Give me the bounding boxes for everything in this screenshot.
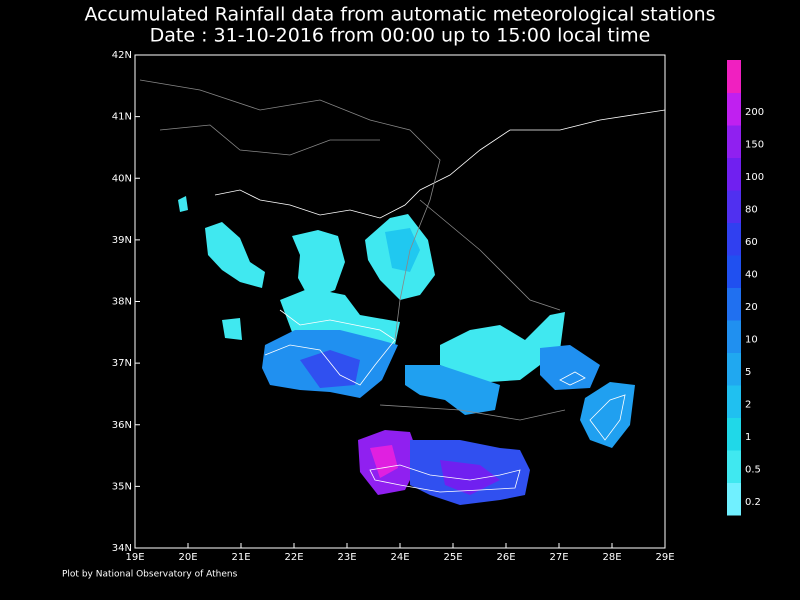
- rain-area: [178, 196, 188, 212]
- title: Accumulated Rainfall data from automatic…: [84, 4, 715, 26]
- colorbar-label: 20: [745, 302, 758, 313]
- color-swatch: [727, 92, 741, 126]
- rain-area: [580, 382, 635, 448]
- color-swatch: [727, 450, 741, 483]
- color-swatch: [727, 352, 741, 386]
- color-swatch: [727, 190, 741, 223]
- lat-label: 41N: [112, 112, 132, 123]
- boundary: [159, 124, 380, 156]
- lat-label: 36N: [112, 420, 132, 431]
- rain-area: [405, 365, 500, 415]
- colorbar-label: 60: [745, 237, 758, 248]
- color-swatch: [727, 417, 741, 451]
- rain-area: [370, 445, 398, 478]
- rain-area: [540, 345, 600, 390]
- colorbar-label: 40: [745, 270, 758, 281]
- lat-label: 34N: [112, 543, 132, 554]
- colorbar: 0.2 0.5 1 2 5 10 20 40 60 80 100 150 200: [727, 60, 764, 516]
- rain-area: [440, 460, 500, 495]
- colorbar-label: 150: [745, 140, 764, 151]
- subtitle: Date : 31-10-2016 from 00:00 up to 15:00…: [150, 25, 651, 47]
- coastline: [589, 394, 626, 441]
- lon-label: 24E: [390, 552, 409, 563]
- lon-label: 21E: [231, 552, 250, 563]
- lon-label: 27E: [549, 552, 568, 563]
- lon-label: 23E: [337, 552, 356, 563]
- coastline: [369, 464, 521, 493]
- colorbar-label: 200: [745, 107, 764, 118]
- lon-label: 20E: [178, 552, 197, 563]
- color-swatch: [727, 385, 741, 418]
- rain-area: [222, 318, 242, 340]
- lat-label: 37N: [112, 358, 132, 369]
- color-swatch: [727, 482, 741, 516]
- coastline: [214, 109, 666, 219]
- colorbar-label: 100: [745, 172, 764, 183]
- rain-area: [300, 350, 360, 388]
- lat-label: 39N: [112, 235, 132, 246]
- color-swatch: [727, 222, 741, 256]
- colorbar-label: 1: [745, 432, 751, 443]
- rain-area: [385, 228, 420, 272]
- lon-label: 26E: [496, 552, 515, 563]
- colorbar-label: 0.2: [745, 497, 761, 508]
- color-swatch: [727, 60, 741, 93]
- rainfall-field: [178, 196, 635, 505]
- lat-label: 35N: [112, 481, 132, 492]
- rain-area: [292, 230, 345, 300]
- coastline: [559, 371, 586, 386]
- colorbar-label: 10: [745, 335, 758, 346]
- rain-area: [205, 222, 265, 288]
- lon-label: 22E: [284, 552, 303, 563]
- color-swatch: [727, 320, 741, 353]
- lat-label: 42N: [112, 50, 132, 61]
- credit: Plot by National Observatory of Athens: [62, 570, 238, 580]
- colorbar-label: 5: [745, 367, 751, 378]
- colorbar-label: 80: [745, 205, 758, 216]
- lat-label: 40N: [112, 173, 132, 184]
- color-swatch: [727, 125, 741, 158]
- lon-label: 28E: [602, 552, 621, 563]
- boundary: [139, 79, 566, 421]
- lon-label: 19E: [125, 552, 144, 563]
- color-swatch: [727, 287, 741, 321]
- colorbar-label: 2: [745, 400, 751, 411]
- lon-label: 29E: [655, 552, 674, 563]
- lon-label: 25E: [443, 552, 462, 563]
- color-swatch: [727, 157, 741, 191]
- lat-label: 38N: [112, 297, 132, 308]
- rain-area: [440, 312, 565, 382]
- coastline: [264, 309, 396, 386]
- colorbar-label: 0.5: [745, 465, 761, 476]
- color-swatch: [727, 255, 741, 288]
- axes: 19E 20E 21E 22E 23E 24E 25E 26E 27E 28E 29E 34N 35N 3…: [112, 50, 675, 563]
- coastlines: [139, 79, 666, 493]
